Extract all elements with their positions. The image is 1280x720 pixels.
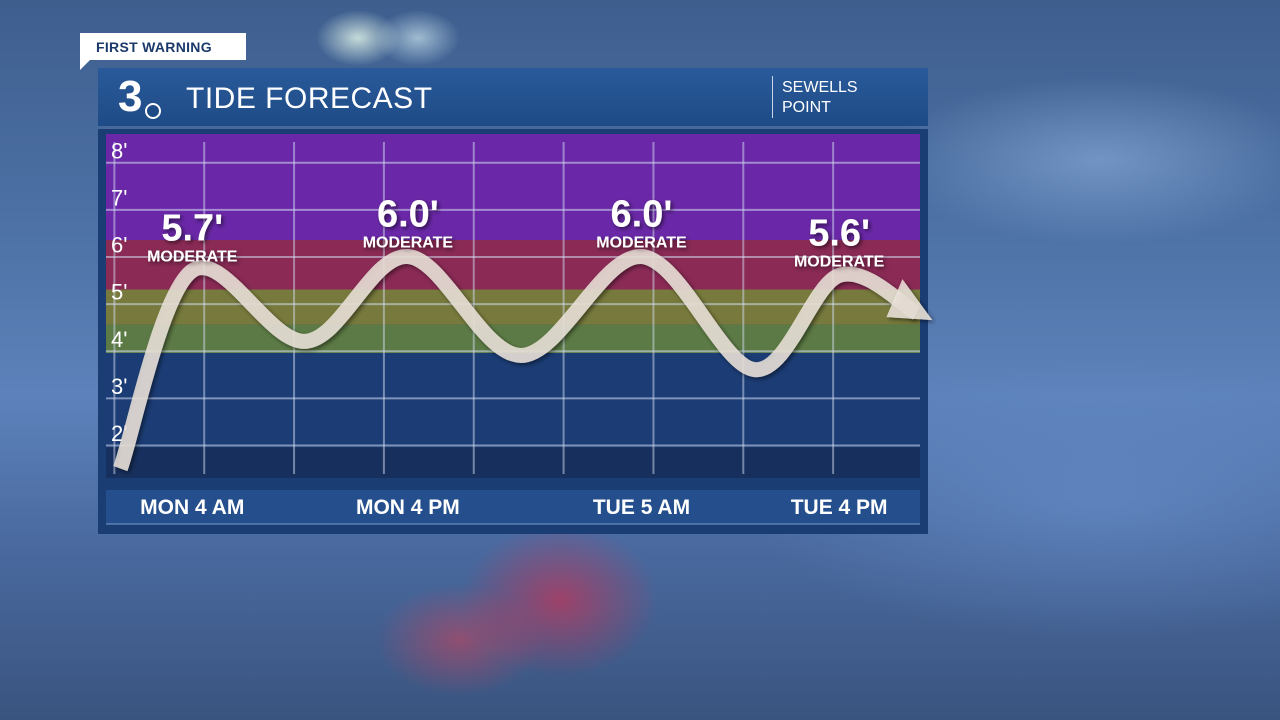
first-warning-notch: [80, 60, 90, 70]
y-tick-label: 7': [111, 185, 127, 210]
y-tick-label: 5': [111, 280, 127, 305]
x-tick-label: TUE 4 PM: [791, 496, 888, 519]
y-tick-label: 6': [111, 233, 127, 258]
band-major: [106, 134, 920, 241]
tide-arrowhead: [886, 279, 933, 321]
location-line-2: POINT: [782, 99, 831, 116]
band-moderate: [106, 240, 920, 290]
y-tick-label: 3': [111, 374, 127, 399]
chart-header: 3 TIDE FORECAST SEWELLS POINT: [98, 68, 928, 126]
station-logo: 3: [118, 72, 143, 121]
high-tide-category: MODERATE: [363, 235, 454, 252]
high-tide-category: MODERATE: [596, 235, 687, 252]
high-tide-category: MODERATE: [147, 249, 238, 266]
page-title: TIDE FORECAST: [186, 82, 433, 115]
location-label: SEWELLS POINT: [782, 78, 858, 118]
x-tick-label: MON 4 AM: [140, 496, 244, 519]
band-bottom: [106, 447, 920, 478]
x-axis-strip: [106, 490, 920, 524]
location-line-1: SEWELLS: [782, 79, 858, 96]
high-tide-category: MODERATE: [794, 253, 885, 270]
high-tide-value: 6.0': [611, 194, 673, 236]
header-divider: [772, 76, 773, 118]
cbs-eye-icon: [145, 103, 161, 119]
high-tide-value: 5.6': [808, 212, 870, 254]
first-warning-tag: FIRST WARNING: [80, 33, 246, 60]
tide-curve: [113, 249, 921, 472]
y-tick-label: 8': [111, 138, 127, 163]
y-tick-label: 4': [111, 327, 127, 352]
first-warning-label: FIRST WARNING: [96, 38, 212, 55]
high-tide-value: 5.7': [161, 208, 223, 250]
x-tick-label: TUE 5 AM: [593, 496, 690, 519]
x-tick-label: MON 4 PM: [356, 496, 460, 519]
high-tide-value: 6.0': [377, 194, 439, 236]
